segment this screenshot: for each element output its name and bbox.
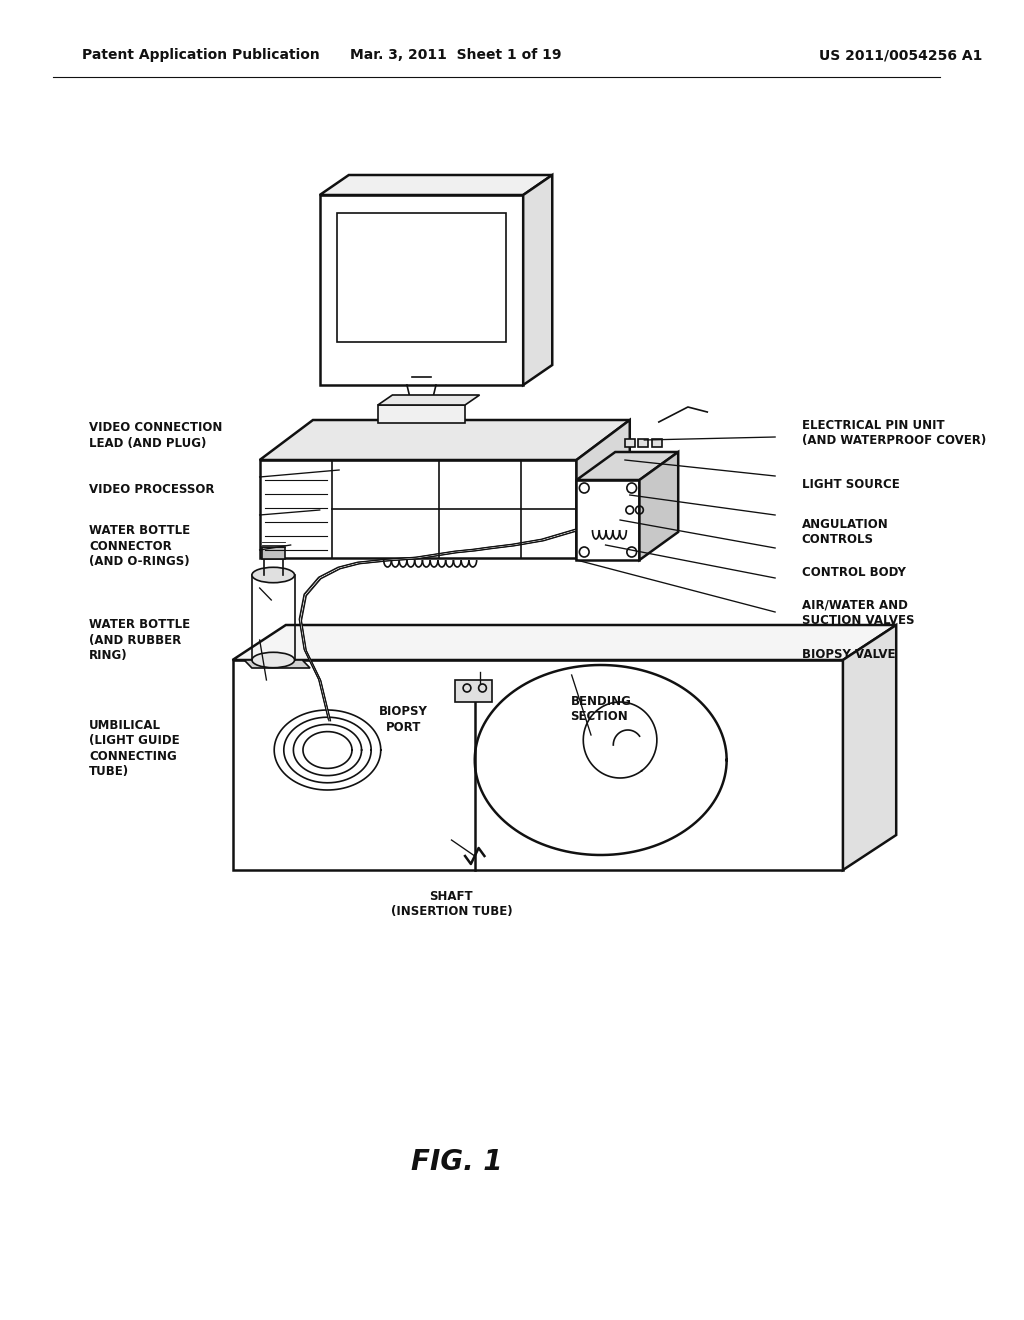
Text: VIDEO PROCESSOR: VIDEO PROCESSOR <box>89 483 215 496</box>
Text: WATER BOTTLE
(AND RUBBER
RING): WATER BOTTLE (AND RUBBER RING) <box>89 618 190 663</box>
Polygon shape <box>843 624 896 870</box>
Polygon shape <box>577 420 630 558</box>
Text: BIOPSY VALVE: BIOPSY VALVE <box>802 648 895 661</box>
Text: UMBILICAL
(LIGHT GUIDE
CONNECTING
TUBE): UMBILICAL (LIGHT GUIDE CONNECTING TUBE) <box>89 718 180 779</box>
Text: WATER BOTTLE
CONNECTOR
(AND O-RINGS): WATER BOTTLE CONNECTOR (AND O-RINGS) <box>89 524 190 569</box>
Bar <box>337 213 506 342</box>
Bar <box>261 546 285 558</box>
Bar <box>625 440 635 447</box>
Polygon shape <box>232 660 843 870</box>
Text: ANGULATION
CONTROLS: ANGULATION CONTROLS <box>802 517 889 546</box>
Text: Patent Application Publication: Patent Application Publication <box>82 49 321 62</box>
Ellipse shape <box>252 568 295 582</box>
Polygon shape <box>232 624 896 660</box>
Text: LIGHT SOURCE: LIGHT SOURCE <box>802 478 899 491</box>
Polygon shape <box>639 451 678 560</box>
Polygon shape <box>577 480 639 560</box>
Polygon shape <box>260 459 577 558</box>
Text: AIR/WATER AND
SUCTION VALVES: AIR/WATER AND SUCTION VALVES <box>802 598 914 627</box>
Bar <box>378 405 465 422</box>
Bar <box>639 440 648 447</box>
Text: BIOPSY
PORT: BIOPSY PORT <box>379 705 428 734</box>
Polygon shape <box>319 176 552 195</box>
Text: US 2011/0054256 A1: US 2011/0054256 A1 <box>819 49 983 62</box>
Bar <box>652 440 662 447</box>
Text: CONTROL BODY: CONTROL BODY <box>802 566 905 579</box>
Text: ELECTRICAL PIN UNIT
(AND WATERPROOF COVER): ELECTRICAL PIN UNIT (AND WATERPROOF COVE… <box>802 418 986 447</box>
Polygon shape <box>244 660 310 668</box>
Text: FIG. 1: FIG. 1 <box>411 1147 502 1176</box>
Text: SHAFT
(INSERTION TUBE): SHAFT (INSERTION TUBE) <box>390 890 512 919</box>
Text: VIDEO CONNECTION
LEAD (AND PLUG): VIDEO CONNECTION LEAD (AND PLUG) <box>89 421 222 450</box>
Polygon shape <box>577 451 678 480</box>
Bar <box>456 680 493 702</box>
Text: Mar. 3, 2011  Sheet 1 of 19: Mar. 3, 2011 Sheet 1 of 19 <box>349 49 561 62</box>
Polygon shape <box>378 395 479 405</box>
Text: BENDING
SECTION: BENDING SECTION <box>570 694 632 723</box>
Polygon shape <box>319 195 523 385</box>
Polygon shape <box>260 420 630 459</box>
Polygon shape <box>523 176 552 385</box>
Ellipse shape <box>252 652 295 668</box>
